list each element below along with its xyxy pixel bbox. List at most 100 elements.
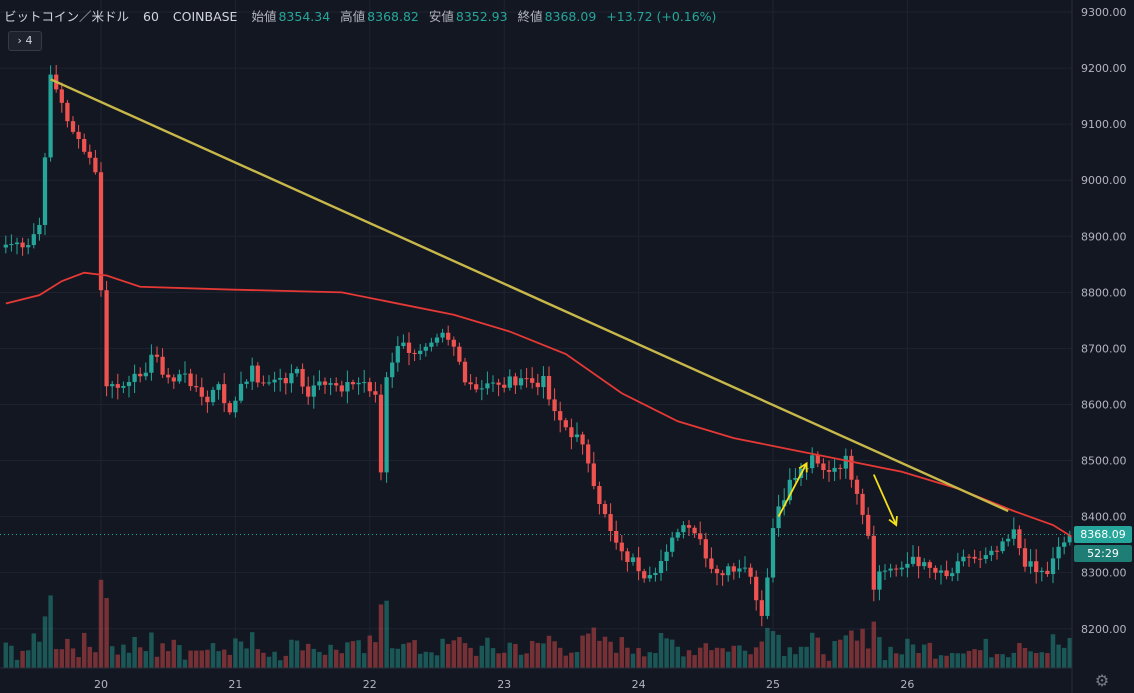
candle-body bbox=[300, 368, 305, 387]
candle-body bbox=[933, 567, 938, 573]
volume-bar bbox=[423, 651, 429, 668]
time-tick-label: 25 bbox=[766, 678, 780, 691]
volume-bar bbox=[563, 655, 569, 668]
volume-bar bbox=[294, 640, 300, 668]
volume-bar bbox=[255, 649, 261, 668]
open-value: 8354.34 bbox=[278, 9, 331, 24]
symbol-name[interactable]: ビットコイン／米ドル bbox=[4, 9, 130, 24]
candle-body bbox=[244, 381, 249, 384]
candle-body bbox=[76, 131, 81, 140]
volume-bar bbox=[1000, 654, 1005, 668]
candle-body bbox=[843, 455, 848, 469]
candle-body bbox=[731, 566, 736, 572]
candle-body bbox=[210, 389, 216, 403]
volume-bar bbox=[266, 656, 272, 668]
candle-body bbox=[166, 374, 171, 378]
volume-bar bbox=[1039, 652, 1045, 668]
volume-bar bbox=[25, 650, 31, 668]
candle-body bbox=[1011, 529, 1016, 539]
candle-body bbox=[524, 378, 529, 380]
volume-bar bbox=[70, 648, 76, 668]
volume-bar bbox=[384, 600, 389, 668]
volume-bar bbox=[535, 642, 541, 668]
candle-body bbox=[546, 376, 552, 400]
volume-bar bbox=[143, 651, 149, 668]
volume-bar bbox=[210, 643, 216, 668]
candle-body bbox=[602, 504, 608, 515]
candle-body bbox=[894, 568, 899, 570]
candle-body bbox=[222, 384, 227, 404]
volume-bar bbox=[289, 639, 294, 668]
candle-body bbox=[306, 386, 311, 397]
volume-bar bbox=[177, 645, 182, 668]
indicators-collapse-button[interactable]: › 4 bbox=[8, 31, 42, 51]
candle-body bbox=[938, 570, 944, 573]
volume-bar bbox=[1067, 637, 1073, 668]
candle-body bbox=[149, 354, 154, 373]
volume-bar bbox=[793, 654, 798, 668]
candle-body bbox=[283, 377, 288, 384]
trendline bbox=[50, 78, 1009, 513]
annotation-arrow-2 bbox=[872, 474, 898, 526]
volume-bar bbox=[361, 653, 367, 668]
volume-bar bbox=[776, 634, 781, 668]
volume-bar bbox=[261, 652, 266, 668]
candle-body bbox=[70, 121, 76, 132]
candle-body bbox=[138, 373, 143, 377]
volume-bar bbox=[983, 638, 989, 668]
volume-bar bbox=[899, 654, 905, 668]
volume-bar bbox=[921, 644, 927, 668]
volume-bar bbox=[748, 654, 753, 668]
candle-body bbox=[322, 381, 328, 385]
candle-body bbox=[14, 242, 20, 245]
candle-body bbox=[692, 527, 697, 534]
candle-body bbox=[132, 373, 137, 382]
candle-body bbox=[42, 157, 48, 225]
candle-body bbox=[994, 550, 1000, 552]
candle-body bbox=[793, 477, 798, 480]
volume-bar bbox=[479, 645, 485, 668]
candle-body bbox=[20, 242, 25, 248]
candle-body bbox=[121, 386, 126, 388]
volume-bar bbox=[345, 642, 350, 668]
candle-body bbox=[922, 562, 927, 567]
volume-bar bbox=[378, 604, 384, 668]
volume-bar bbox=[473, 655, 479, 668]
volume-bar bbox=[462, 643, 468, 668]
candle-body bbox=[681, 525, 686, 533]
candle-body bbox=[871, 535, 876, 590]
volume-bar bbox=[53, 649, 59, 668]
volume-bar bbox=[401, 643, 406, 668]
volume-bar bbox=[910, 644, 916, 668]
close-value: 8368.09 bbox=[544, 9, 597, 24]
volume-bar bbox=[714, 647, 720, 668]
volume-bar bbox=[317, 651, 322, 668]
volume-bar bbox=[188, 650, 193, 668]
volume-bar bbox=[731, 645, 737, 668]
settings-gear-icon[interactable]: ⚙ bbox=[1094, 671, 1110, 690]
candle-body bbox=[569, 427, 574, 438]
volume-bar bbox=[529, 640, 535, 668]
candle-body bbox=[826, 470, 832, 472]
candle-body bbox=[658, 561, 664, 573]
candle-body bbox=[563, 420, 568, 428]
volume-bar bbox=[664, 638, 669, 668]
candle-body bbox=[37, 224, 42, 235]
candle-body bbox=[205, 396, 210, 403]
volume-bar bbox=[1028, 651, 1033, 668]
volume-bar bbox=[916, 653, 921, 668]
open-label: 始値 bbox=[251, 9, 277, 24]
price-tick-label: 8400.00 bbox=[1081, 511, 1127, 524]
candle-body bbox=[59, 89, 64, 103]
candle-body bbox=[345, 382, 350, 392]
candle-body bbox=[552, 399, 557, 412]
candle-body bbox=[770, 528, 776, 578]
volume-bar bbox=[1017, 643, 1022, 668]
candle-body bbox=[591, 463, 596, 487]
price-tick-label: 8300.00 bbox=[1081, 567, 1127, 580]
candle-body bbox=[574, 434, 580, 438]
volume-bar bbox=[389, 648, 395, 668]
candle-body bbox=[714, 568, 720, 574]
